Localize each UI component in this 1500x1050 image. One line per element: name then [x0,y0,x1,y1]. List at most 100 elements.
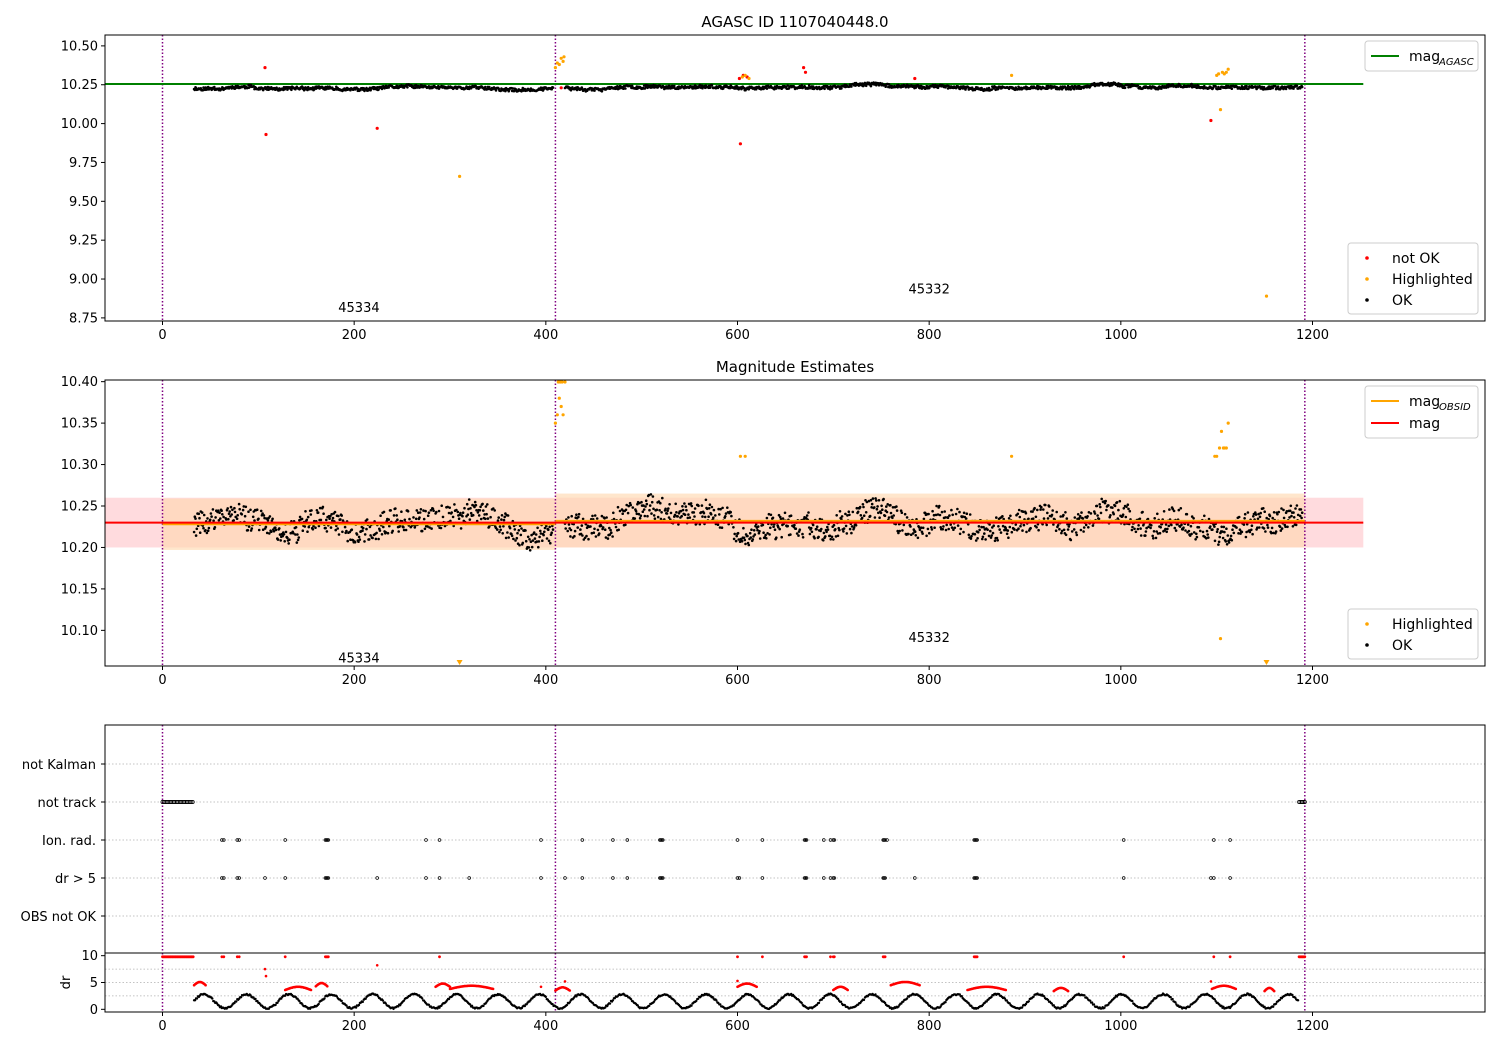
flags-flag-marker [1228,876,1232,880]
magnitude-ok-point [294,526,298,529]
magnitude-ok-point [704,498,708,502]
magnitude-ok-point [541,539,544,542]
magnitude-ok-point [247,525,251,528]
magnitude-ok-point [729,510,732,514]
agasc-ok-point [970,86,974,89]
magnitude-ok-point [194,534,198,537]
magnitude-ok-point [652,514,656,517]
magnitude-ok-point [443,524,447,528]
magnitude-ok-point [1066,528,1070,531]
flags-flag-marker [424,838,428,842]
magnitude-ok-point [730,514,733,518]
magnitude-ok-point [862,505,865,509]
magnitude-ok-point [592,531,596,534]
magnitude-ok-point [1225,543,1229,546]
dr-ok-point [758,1001,761,1004]
magnitude-ok-point [1059,515,1062,518]
magnitude-ok-point [1172,509,1176,513]
agasc-ok-point [667,87,670,90]
magnitude-ok-point [818,517,822,521]
magnitude-ok-point [1048,505,1051,508]
magnitude-ok-point [400,510,403,513]
magnitude-ok-point [726,506,729,510]
magnitude-ok-point [721,506,724,510]
magnitude-ok-point [593,514,597,517]
magnitude-ok-point [614,525,618,529]
magnitude-ok-point [1296,513,1300,517]
magnitude-ok-point [883,514,887,518]
agasc-x-tick-label: 1200 [1296,328,1329,343]
magnitude-ok-point [202,513,206,517]
magnitude-ok-point [431,507,435,511]
magnitude-ok-point [830,535,834,539]
magnitude-ok-point [1152,537,1155,540]
magnitude-ok-point [365,518,369,521]
dr-ok-point [905,997,909,1000]
magnitude-ok-point [577,512,581,516]
magnitude-ok-point [1033,506,1036,510]
dr-ok-point [1027,1000,1031,1003]
dr-ok-point [1169,996,1172,999]
magnitude-y-tick-label: 10.25 [61,500,98,515]
magnitude-ok-point [885,505,888,508]
magnitude-ok-point [740,540,744,543]
magnitude-highlighted-point [738,454,743,458]
magnitude-ok-point [707,515,710,518]
magnitude-ok-point [247,510,250,513]
magnitude-ok-point [719,507,722,511]
magnitude-ok-point [1300,516,1303,520]
magnitude-obsid-label: 45332 [908,631,949,646]
agasc-y-tick-label: 9.50 [69,195,98,210]
magnitude-ok-point [1036,508,1039,512]
agasc-x-tick-label: 0 [158,328,166,343]
magnitude-ok-point [902,523,906,527]
magnitude-ok-point [1089,512,1093,515]
magnitude-ok-point [1130,528,1134,532]
dr-not-ok-point [568,989,572,992]
magnitude-x-tick-label: 400 [533,673,558,688]
magnitude-ok-point [758,529,761,533]
magnitude-ok-point [780,535,783,539]
dr-ok-point [611,999,615,1002]
magnitude-highlighted-point [553,421,558,425]
magnitude-ok-point [950,526,954,529]
magnitude-ok-point [1184,529,1187,532]
agasc-highlighted-point [740,75,744,79]
agasc-x-tick-label: 600 [725,328,750,343]
agasc-ok-point [1078,84,1081,88]
magnitude-ok-point [498,530,501,534]
magnitude-ok-point [737,538,740,541]
magnitude-ok-point [697,504,700,508]
magnitude-ok-point [506,531,509,534]
magnitude-ok-point [633,517,637,520]
magnitude-ok-point [608,526,611,530]
magnitude-legend-marker [1365,643,1369,647]
magnitude-ok-point [608,533,612,536]
magnitude-ok-point [307,525,311,529]
magnitude-ok-point [1087,511,1091,514]
dr-ok-point [883,1001,887,1005]
magnitude-ok-point [1164,527,1167,531]
magnitude-ok-point [855,506,859,510]
magnitude-ok-point [1065,517,1069,520]
magnitude-ok-point [1078,514,1082,518]
magnitude-ok-point [1182,526,1185,529]
magnitude-ok-point [597,532,601,535]
magnitude-ok-point [355,533,359,536]
magnitude-ok-point [227,512,231,516]
dr-ok-point [402,999,406,1002]
magnitude-ok-point [301,529,305,532]
magnitude-ok-point [213,526,217,529]
agasc-highlighted-point [553,66,558,70]
dr-ok-point [674,1000,677,1003]
magnitude-ok-point [983,532,986,535]
agasc-ok-point [850,85,853,88]
agasc-obsid-label: 45334 [338,301,379,316]
magnitude-ok-point [1029,526,1032,530]
magnitude-ok-point [322,512,325,515]
magnitude-ok-point [394,507,397,510]
magnitude-ok-point [416,511,420,514]
magnitude-ok-point [779,515,782,519]
magnitude-ok-point [880,504,883,508]
